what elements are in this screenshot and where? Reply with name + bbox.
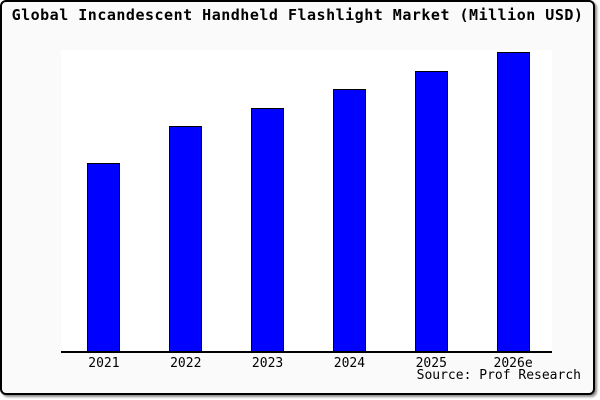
x-tick-label-2023: 2023 — [251, 356, 284, 371]
x-tick-label-2026e: 2026e — [493, 356, 533, 371]
x-tick-label-2022: 2022 — [170, 356, 202, 371]
chart-title: Global Incandescent Handheld Flashlight … — [11, 6, 584, 24]
bar-2024 — [332, 89, 366, 351]
plot-area — [61, 50, 552, 353]
source-label: Source: Prof Research — [416, 368, 581, 383]
chart-frame: Global Incandescent Handheld Flashlight … — [0, 0, 595, 395]
x-axis-labels: 2021 2022 2023 2024 2025 2026e — [61, 356, 552, 372]
bar-2026e — [496, 52, 530, 351]
bar-2021 — [87, 163, 121, 351]
bar-2022 — [169, 126, 203, 351]
x-tick-label-2021: 2021 — [88, 356, 120, 371]
bar-2023 — [251, 108, 285, 351]
bar-2025 — [414, 71, 448, 351]
x-tick-label-2024: 2024 — [333, 356, 366, 371]
x-tick-label-2025: 2025 — [415, 356, 447, 371]
